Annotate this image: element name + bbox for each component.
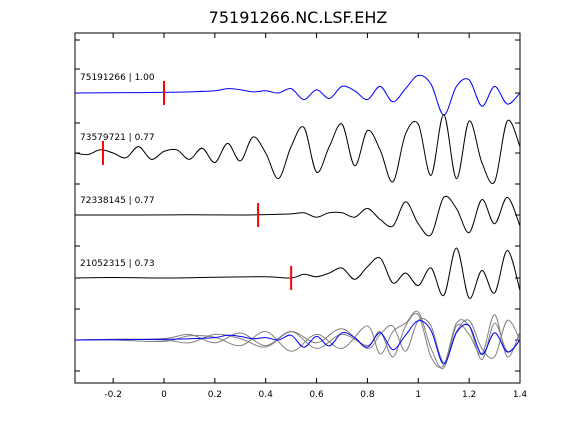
x-tick-label: 0.6: [309, 390, 324, 400]
x-tick-label: 0: [161, 390, 167, 400]
x-axis: -0.2 0 0.2 0.4 0.6 0.8 1 1.2 1.4: [104, 33, 527, 400]
x-tick-label: 1.4: [513, 390, 528, 400]
trace-label-3: 21052315 | 0.73: [80, 259, 155, 269]
trace-line-6: [74, 317, 521, 363]
x-tick-label: 1.2: [462, 390, 476, 400]
trace-line-4: [74, 312, 521, 368]
trace-labels: 75191266 | 1.00 73579721 | 0.77 72338145 |…: [80, 73, 155, 269]
plot-frame: [74, 32, 521, 384]
trace-line-3: [74, 247, 521, 299]
trace-label-0: 75191266 | 1.00: [80, 73, 155, 83]
trace-line-1: [74, 114, 521, 184]
traces-group: [74, 74, 521, 370]
x-tick-label: -0.2: [104, 390, 122, 400]
trace-label-1: 73579721 | 0.77: [80, 133, 155, 143]
x-tick-label: 0.4: [259, 390, 274, 400]
chart-title: 75191266.NC.LSF.EHZ: [209, 8, 388, 27]
trace-line-7: [74, 320, 521, 365]
trace-line-0: [74, 74, 521, 116]
x-tick-label: 1: [415, 390, 421, 400]
x-tick-label: 0.2: [208, 390, 222, 400]
x-tick-label: 0.8: [360, 390, 375, 400]
trace-label-2: 72338145 | 0.77: [80, 196, 155, 206]
trace-line-2: [75, 195, 521, 237]
